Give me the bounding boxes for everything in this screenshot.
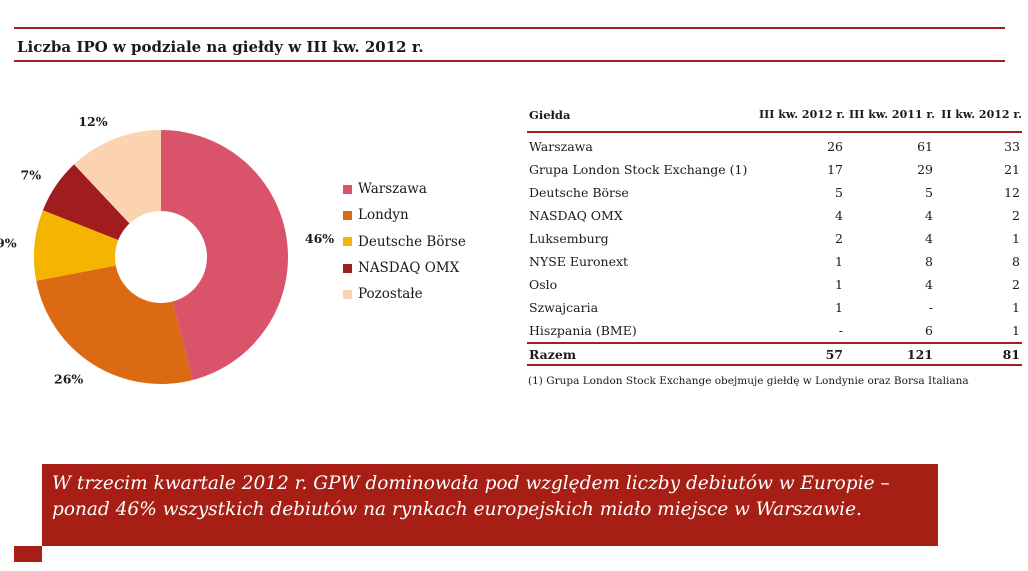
donut-chart: 46% 26% 9% 7% 12% bbox=[0, 114, 334, 386]
pie-percent-label: 46% bbox=[305, 231, 334, 246]
exchange-name: NASDAQ OMX bbox=[529, 208, 623, 223]
top-rule bbox=[14, 27, 1005, 29]
table-cell: 12 bbox=[1004, 185, 1020, 200]
table-row: Oslo 1 4 2 bbox=[527, 273, 1022, 296]
table-cell: 2 bbox=[1012, 208, 1020, 223]
ipo-table: Giełda III kw. 2012 r. III kw. 2011 r. I… bbox=[527, 98, 1022, 366]
table-cell: 1 bbox=[1012, 300, 1020, 315]
table-row: Hiszpania (BME) - 6 1 bbox=[527, 319, 1022, 343]
table-row: Deutsche Börse 5 5 12 bbox=[527, 181, 1022, 204]
table-row: NASDAQ OMX 4 4 2 bbox=[527, 204, 1022, 227]
table-cell: 61 bbox=[917, 139, 933, 154]
total-cell: 57 bbox=[825, 346, 843, 362]
legend-swatch bbox=[343, 289, 352, 299]
pie-percent-label: 12% bbox=[78, 114, 107, 129]
table-cell: 5 bbox=[835, 185, 843, 200]
exchange-name: Grupa London Stock Exchange (1) bbox=[529, 162, 748, 177]
total-cell: 121 bbox=[906, 346, 933, 362]
table-cell: 29 bbox=[917, 162, 933, 177]
callout-line: W trzecim kwartale 2012 r. GPW dominował… bbox=[52, 473, 890, 494]
donut-hole bbox=[115, 211, 207, 303]
table-row: Grupa London Stock Exchange (1) 17 29 21 bbox=[527, 158, 1022, 181]
table-cell: 4 bbox=[925, 231, 933, 246]
total-label: Razem bbox=[529, 346, 577, 362]
legend-label: Deutsche Börse bbox=[358, 233, 466, 250]
table-cell: 1 bbox=[835, 300, 843, 315]
table-cell: 2 bbox=[835, 231, 843, 246]
legend-label: Londyn bbox=[358, 207, 409, 224]
table-row: Luksemburg 2 4 1 bbox=[527, 227, 1022, 250]
legend-label: Warszawa bbox=[358, 181, 427, 198]
table-cell: 2 bbox=[1012, 277, 1020, 292]
table-cell: 8 bbox=[1012, 254, 1020, 269]
table-cell: 17 bbox=[827, 162, 843, 177]
exchange-name: Oslo bbox=[529, 277, 558, 292]
table-cell: - bbox=[928, 300, 933, 315]
table-cell: 4 bbox=[835, 208, 843, 223]
column-header: Giełda bbox=[529, 107, 571, 122]
legend-item-pozostale: Pozostałe bbox=[343, 281, 466, 307]
pie-slice-deutsche-b-rse bbox=[34, 210, 161, 281]
chart-legend: Warszawa Londyn Deutsche Börse NASDAQ OM… bbox=[343, 176, 466, 307]
summary-callout: W trzecim kwartale 2012 r. GPW dominował… bbox=[42, 464, 938, 546]
table-cell: 4 bbox=[925, 208, 933, 223]
table-cell: 1 bbox=[1012, 323, 1020, 338]
table-cell: 1 bbox=[835, 277, 843, 292]
total-cell: 81 bbox=[1002, 346, 1020, 362]
pie-percent-label: 26% bbox=[54, 371, 83, 386]
table-total-row: Razem 57 121 81 bbox=[527, 343, 1022, 365]
legend-item-nasdaq-omx: NASDAQ OMX bbox=[343, 255, 466, 281]
legend-swatch bbox=[343, 210, 352, 220]
table-row: NYSE Euronext 1 8 8 bbox=[527, 250, 1022, 273]
pie-labels: 46% 26% 9% 7% 12% bbox=[0, 114, 334, 386]
exchange-name: Deutsche Börse bbox=[529, 185, 629, 200]
table-cell: 4 bbox=[925, 277, 933, 292]
title-underline bbox=[14, 60, 1005, 62]
table-row: Warszawa 26 61 33 bbox=[527, 132, 1022, 158]
pie-percent-label: 9% bbox=[0, 235, 17, 250]
legend-item-deutsche-borse: Deutsche Börse bbox=[343, 229, 466, 255]
table-cell: 5 bbox=[925, 185, 933, 200]
callout-line: ponad 46% wszystkich debiutów na rynkach… bbox=[52, 499, 862, 520]
table-cell: 6 bbox=[925, 323, 933, 338]
exchange-name: Szwajcaria bbox=[529, 300, 599, 315]
table-cell: 26 bbox=[827, 139, 843, 154]
exchange-name: Luksemburg bbox=[529, 231, 609, 246]
pie-percent-label: 7% bbox=[21, 168, 42, 183]
legend-label: Pozostałe bbox=[358, 286, 423, 303]
exchange-name: Hiszpania (BME) bbox=[529, 323, 637, 338]
table-cell: 21 bbox=[1004, 162, 1020, 177]
legend-swatch bbox=[343, 237, 352, 247]
column-header: II kw. 2012 r. bbox=[941, 108, 1022, 121]
legend-item-warszawa: Warszawa bbox=[343, 176, 466, 202]
pie-slice-warszawa bbox=[161, 130, 288, 381]
column-header: III kw. 2012 r. bbox=[759, 108, 845, 121]
corner-accent bbox=[14, 546, 42, 562]
table-cell: 1 bbox=[835, 254, 843, 269]
table-cell: 8 bbox=[925, 254, 933, 269]
table-cell: 33 bbox=[1004, 139, 1020, 154]
legend-swatch bbox=[343, 184, 352, 194]
table-cell: 1 bbox=[1012, 231, 1020, 246]
column-header: III kw. 2011 r. bbox=[849, 108, 935, 121]
table-row: Szwajcaria 1 - 1 bbox=[527, 296, 1022, 319]
exchange-name: Warszawa bbox=[529, 139, 593, 154]
legend-label: NASDAQ OMX bbox=[358, 260, 460, 277]
legend-swatch bbox=[343, 263, 352, 273]
table-footnote: (1) Grupa London Stock Exchange obejmuje… bbox=[528, 375, 969, 387]
page-title: Liczba IPO w podziale na giełdy w III kw… bbox=[17, 38, 424, 56]
table-header-row: Giełda III kw. 2012 r. III kw. 2011 r. I… bbox=[527, 98, 1022, 132]
exchange-name: NYSE Euronext bbox=[529, 254, 629, 269]
table-cell: - bbox=[838, 323, 843, 338]
legend-item-londyn: Londyn bbox=[343, 202, 466, 228]
